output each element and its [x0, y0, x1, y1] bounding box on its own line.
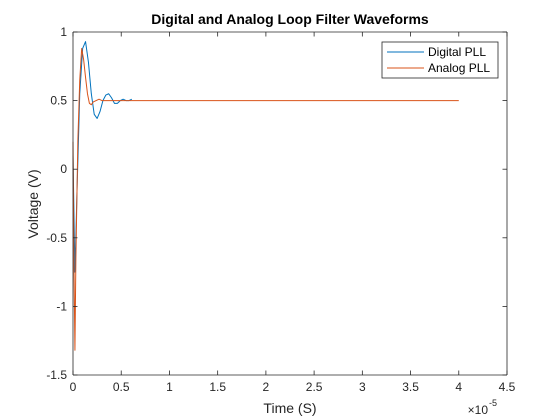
x-tick-label: 1 — [166, 380, 173, 394]
plot-area — [73, 32, 507, 375]
x-axis-label: Time (S) — [263, 400, 316, 416]
y-tick-label: 0.5 — [50, 94, 67, 108]
x-tick-label: 2 — [263, 380, 270, 394]
legend: Digital PLL Analog PLL — [381, 41, 499, 79]
x-tick-label: 0.5 — [113, 380, 130, 394]
x-ticks: 0 0.5 1 1.5 2 2.5 3 3.5 4 4.5 — [70, 32, 516, 394]
y-tick-label: -1 — [56, 299, 67, 313]
y-axis-label: Voltage (V) — [25, 169, 41, 238]
legend-label: Analog PLL — [428, 61, 490, 75]
legend-label: Digital PLL — [428, 45, 486, 59]
x-tick-label: 3 — [359, 380, 366, 394]
series-line-analog-pll — [72, 47, 459, 351]
x-tick-label: 4 — [455, 380, 462, 394]
y-ticks: -1.5 -1 -0.5 0 0.5 1 — [46, 25, 507, 382]
y-tick-label: -0.5 — [46, 231, 67, 245]
series-line-digital-pll — [72, 41, 133, 273]
x-tick-label: 4.5 — [499, 380, 516, 394]
x-tick-label: 3.5 — [402, 380, 419, 394]
x-exponent-base: ×10 — [468, 403, 489, 417]
series-layer — [72, 41, 459, 351]
x-tick-label: 1.5 — [209, 380, 226, 394]
y-tick-label: 0 — [60, 162, 67, 176]
y-tick-label: -1.5 — [46, 368, 67, 382]
x-tick-label: 0 — [70, 380, 77, 394]
x-exponent-power: -5 — [489, 398, 497, 408]
x-tick-label: 2.5 — [306, 380, 323, 394]
y-tick-label: 1 — [60, 25, 67, 39]
legend-box — [381, 41, 499, 79]
axes-box — [72, 31, 508, 376]
chart-title: Digital and Analog Loop Filter Waveforms — [151, 11, 429, 27]
